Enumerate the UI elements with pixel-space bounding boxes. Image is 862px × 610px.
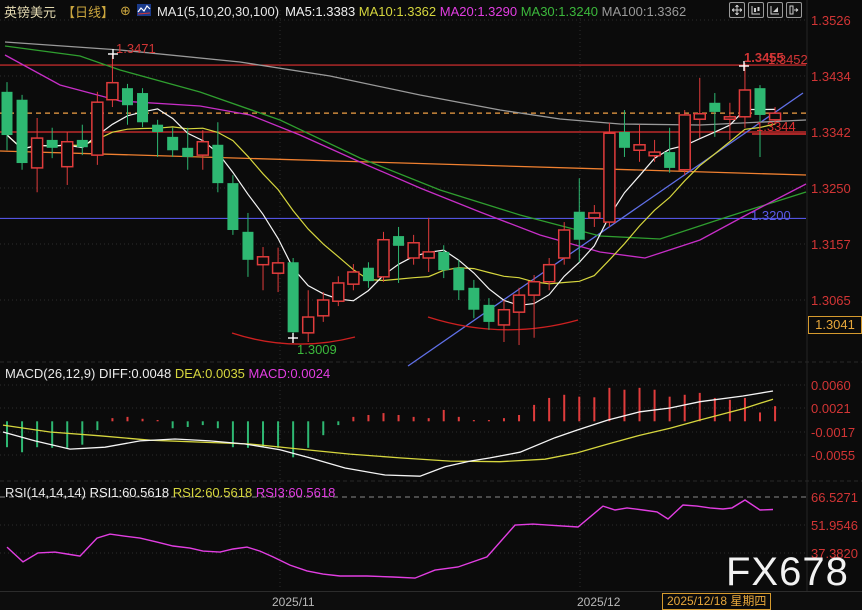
macd-value: DIFF:0.0048 <box>98 366 175 381</box>
macd-values: DIFF:0.0048 DEA:0.0035 MACD:0.0024 <box>99 366 330 381</box>
rsi-value: RSI1:60.5618 <box>89 485 173 500</box>
ma-value: MA30:1.3240 <box>520 3 602 19</box>
rsi-tick-label: 37.3820 <box>811 546 858 561</box>
macd-tick-label: 0.0060 <box>811 378 851 393</box>
price-tick-label: 1.3526 <box>811 13 851 28</box>
add-indicator-icon[interactable]: ⊕ <box>120 3 131 18</box>
price-tick-label: 1.3250 <box>811 181 851 196</box>
time-tick-label: 2025/11 <box>272 595 315 609</box>
rsi-tick-label: 51.9546 <box>811 518 858 533</box>
rsi-value: RSI3:60.5618 <box>255 485 336 500</box>
macd-panel-header: MACD(26,12,9) DIFF:0.0048 DEA:0.0035 MAC… <box>5 366 330 381</box>
chart-header: 英镑美元 【日线】 ⊕ MA1(5,10,20,30,100) MA5:1.338… <box>4 3 686 20</box>
swing-high-label: 1.3471 <box>116 41 156 56</box>
ma-value: MA10:1.3362 <box>358 3 440 19</box>
ma-value: MA20:1.3290 <box>439 3 521 19</box>
time-tick-label: 2025/12 <box>577 595 621 609</box>
fx678-watermark: FX678 <box>726 550 849 594</box>
macd-tick-label: -0.0017 <box>811 425 856 440</box>
rsi-value: RSI2:60.5618 <box>172 485 256 500</box>
pane-export-icon[interactable] <box>786 2 802 18</box>
ma-value: MA5:1.3383 <box>285 3 359 19</box>
macd-tick-label: 0.0021 <box>811 401 851 416</box>
macd-value: MACD:0.0024 <box>248 366 331 381</box>
swing-low-label: 1.3009 <box>297 342 337 357</box>
price-tick-label: 1.3157 <box>811 237 851 252</box>
price-tick-label: 1.3342 <box>811 125 851 140</box>
rsi-tick-label: 66.5271 <box>811 490 858 505</box>
macd-value: DEA:0.0035 <box>174 366 249 381</box>
macd-tick-label: -0.0055 <box>811 448 856 463</box>
ma-value: MA100:1.3362 <box>601 3 687 19</box>
blue-level-label: 1.3200 <box>751 208 791 223</box>
price-tick-label: 1.3065 <box>811 293 851 308</box>
pane-candle-icon[interactable] <box>748 2 764 18</box>
period-selector[interactable]: 【日线】 <box>62 4 115 20</box>
rsi-values: RSI1:60.5618 RSI2:60.5618 RSI3:60.5618 <box>90 485 336 500</box>
rsi-panel-header: RSI(14,14,14) RSI1:60.5618 RSI2:60.5618 … <box>5 485 335 500</box>
symbol-name: 英镑美元 <box>4 4 57 20</box>
recent-high-label: 1.3455 <box>744 50 784 65</box>
move-crosshair-icon[interactable] <box>729 2 745 18</box>
macd-title: MACD(26,12,9) <box>5 366 96 381</box>
ma-settings-label: MA1(5,10,20,30,100) <box>156 3 280 19</box>
mini-chart-icon <box>136 3 151 19</box>
low-price-marker: 1.3041 <box>808 316 862 334</box>
ma-values: MA5:1.3383 MA10:1.3362 MA20:1.3290 MA30:… <box>285 4 686 19</box>
pane-indicator-icon[interactable] <box>767 2 783 18</box>
chart-toolbar <box>729 2 802 18</box>
current-date-badge: 2025/12/18 星期四 <box>662 593 772 610</box>
rsi-title: RSI(14,14,14) <box>5 485 86 500</box>
support-line-label: 1.3344 <box>756 119 796 134</box>
resistance-line-label: 1.3452 <box>768 52 808 67</box>
time-axis[interactable]: 2025/11 2025/12 2025/12/18 星期四 <box>0 591 862 610</box>
price-tick-label: 1.3434 <box>811 69 851 84</box>
